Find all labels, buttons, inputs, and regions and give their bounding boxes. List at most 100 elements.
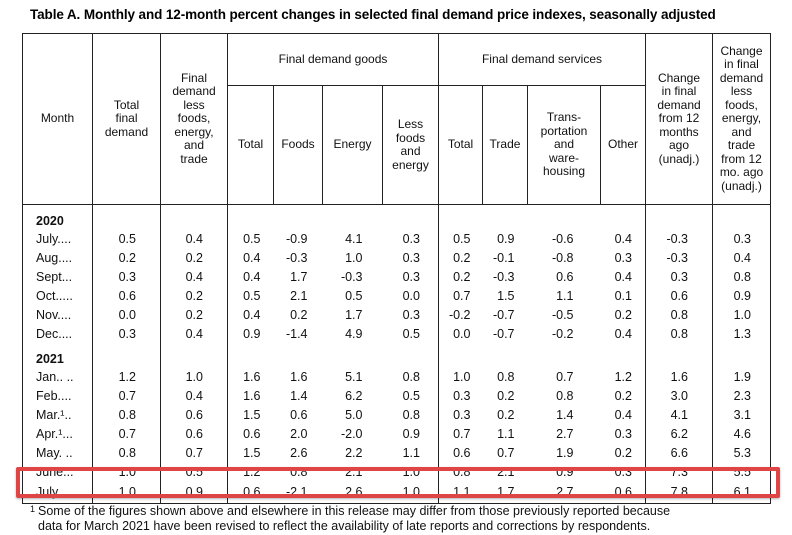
value-cell: 1.5 bbox=[227, 405, 274, 424]
value-cell bbox=[274, 205, 323, 230]
value-cell: 1.6 bbox=[290, 369, 308, 384]
value-cell: 2.3 bbox=[712, 386, 771, 405]
table-row: July.... 1.0 0.9 0.6 -2.1 2.6 1.0 1.1 1.7 2.7 0.6 7… bbox=[23, 481, 771, 504]
footnote-marker: 1 bbox=[30, 504, 36, 514]
value-cell: 1.5 bbox=[227, 443, 274, 462]
value-cell: 5.3 bbox=[712, 443, 771, 462]
col-header-goods-total: Total bbox=[227, 85, 274, 205]
value-cell: 1.3 bbox=[712, 324, 771, 343]
value-cell: 0.3 bbox=[614, 250, 632, 265]
value-cell: 2.1 bbox=[497, 464, 515, 479]
value-cell: -0.8 bbox=[551, 250, 574, 265]
value-cell bbox=[528, 343, 601, 367]
value-cell: 1.2 bbox=[227, 462, 274, 481]
col-header-change-12mo-less: Change in final demand less foods, energ… bbox=[712, 33, 771, 205]
month-label: Aug.... bbox=[36, 250, 73, 265]
value-cell: 0.5 bbox=[227, 286, 274, 305]
value-cell bbox=[483, 343, 528, 367]
month-label: Jan.. .. bbox=[36, 369, 74, 384]
value-cell bbox=[323, 205, 383, 230]
value-cell: 0.4 bbox=[227, 267, 274, 286]
value-cell: 1.0 bbox=[92, 481, 161, 504]
value-cell: 1.2 bbox=[92, 367, 161, 386]
value-cell: 0.7 bbox=[92, 386, 161, 405]
value-cell: 0.4 bbox=[614, 269, 632, 284]
value-cell: 2.2 bbox=[345, 445, 363, 460]
value-cell: 0.2 bbox=[497, 407, 515, 422]
col-header-month: Month bbox=[22, 33, 93, 205]
value-cell: 1.0 bbox=[160, 367, 228, 386]
value-cell bbox=[274, 343, 323, 367]
footnote-line-1: Some of the figures shown above and else… bbox=[38, 504, 671, 518]
value-cell: -0.3 bbox=[645, 248, 713, 267]
table-row: July.... 0.5 0.4 0.5 -0.9 4.1 0.3 0.5 0.9 -0.6 0.4… bbox=[23, 229, 771, 248]
month-label: July.... bbox=[36, 231, 72, 246]
value-cell bbox=[227, 343, 274, 367]
value-cell: 1.4 bbox=[556, 407, 574, 422]
value-cell bbox=[645, 343, 713, 367]
value-cell: 0.7 bbox=[92, 424, 161, 443]
value-cell bbox=[92, 343, 161, 367]
table-row: June... 1.0 0.5 1.2 0.8 2.1 1.0 0.8 2.1 0.9 0.3 7.3… bbox=[23, 462, 771, 481]
value-cell: 0.8 bbox=[290, 464, 308, 479]
value-cell: -1.4 bbox=[285, 326, 308, 341]
value-cell: 0.2 bbox=[614, 445, 632, 460]
value-cell: 0.0 bbox=[438, 324, 483, 343]
value-cell: 1.2 bbox=[614, 369, 632, 384]
value-cell: 0.4 bbox=[160, 386, 228, 405]
month-label: Apr.¹... bbox=[36, 426, 73, 441]
value-cell: 0.8 bbox=[497, 369, 515, 384]
value-cell: 0.2 bbox=[497, 388, 515, 403]
value-cell: 0.5 bbox=[345, 288, 363, 303]
value-cell: 4.6 bbox=[712, 424, 771, 443]
value-cell: 2.6 bbox=[290, 445, 308, 460]
value-cell: -2.1 bbox=[285, 485, 308, 499]
value-cell: 3.1 bbox=[712, 405, 771, 424]
value-cell: 0.3 bbox=[614, 426, 632, 441]
value-cell: 6.2 bbox=[645, 424, 713, 443]
table-row: May. .. 0.8 0.7 1.5 2.6 2.2 1.1 0.6 0.7 1.9 0.2 6.6… bbox=[23, 443, 771, 462]
value-cell: 0.2 bbox=[160, 305, 228, 324]
table-row: Dec.... 0.3 0.4 0.9 -1.4 4.9 0.5 0.0 -0.7 -0.2 0.4… bbox=[23, 324, 771, 343]
value-cell: 0.4 bbox=[614, 231, 632, 246]
value-cell: 6.1 bbox=[712, 481, 771, 504]
month-label: Nov.... bbox=[36, 307, 72, 322]
table-row: Jan.. .. 1.2 1.0 1.6 1.6 5.1 0.8 1.0 0.8 0.7 1.2 1.… bbox=[23, 367, 771, 386]
value-cell: 5.1 bbox=[345, 369, 363, 384]
value-cell: 0.4 bbox=[227, 305, 274, 324]
col-header-services-transportation: Trans- portation and ware- housing bbox=[527, 85, 601, 205]
value-cell: 4.9 bbox=[345, 326, 363, 341]
value-cell: 0.9 bbox=[556, 464, 574, 479]
group-header-final-demand-services: Final demand services bbox=[438, 33, 646, 86]
value-cell: 5.0 bbox=[345, 407, 363, 422]
table-row: Aug.... 0.2 0.2 0.4 -0.3 1.0 0.3 0.2 -0.1 -0.8 0.3… bbox=[23, 248, 771, 267]
value-cell: 0.6 bbox=[227, 424, 274, 443]
year-row: 2021 bbox=[23, 343, 771, 367]
footnote: 1 Some of the figures shown above and el… bbox=[30, 504, 775, 534]
value-cell: 4.1 bbox=[645, 405, 713, 424]
value-cell bbox=[528, 205, 601, 230]
value-cell: 0.3 bbox=[645, 267, 713, 286]
value-cell: 0.9 bbox=[712, 286, 771, 305]
value-cell: 0.5 bbox=[160, 462, 228, 481]
value-cell: 1.1 bbox=[438, 481, 483, 504]
month-label: Dec.... bbox=[36, 326, 73, 341]
value-cell bbox=[712, 343, 771, 367]
value-cell: -0.3 bbox=[285, 250, 308, 265]
value-cell: 0.0 bbox=[402, 288, 420, 303]
value-cell: 0.7 bbox=[497, 445, 515, 460]
table-body: 2020 July.... 0.5 0.4 0.5 -0.9 4.1 0.3 0.5 0.9 -0.… bbox=[23, 204, 771, 504]
value-cell: 0.8 bbox=[402, 407, 420, 422]
value-cell: 0.4 bbox=[227, 248, 274, 267]
table-row: Mar.¹.. 0.8 0.6 1.5 0.6 5.0 0.8 0.3 0.2 1.4 0.4 4.1… bbox=[23, 405, 771, 424]
price-index-table: Month Total final demand Final demand le… bbox=[22, 33, 771, 504]
col-header-change-12mo: Change in final demand from 12 months ag… bbox=[645, 33, 713, 205]
value-cell: 0.9 bbox=[497, 231, 515, 246]
value-cell: -0.3 bbox=[492, 269, 515, 284]
value-cell: 1.1 bbox=[556, 288, 574, 303]
value-cell: 7.3 bbox=[645, 462, 713, 481]
value-cell: 0.2 bbox=[614, 388, 632, 403]
group-header-final-demand-goods: Final demand goods bbox=[227, 33, 439, 86]
table-row: Sept... 0.3 0.4 0.4 1.7 -0.3 0.3 0.2 -0.3 0.6 0.4 0… bbox=[23, 267, 771, 286]
value-cell: 0.0 bbox=[92, 305, 161, 324]
